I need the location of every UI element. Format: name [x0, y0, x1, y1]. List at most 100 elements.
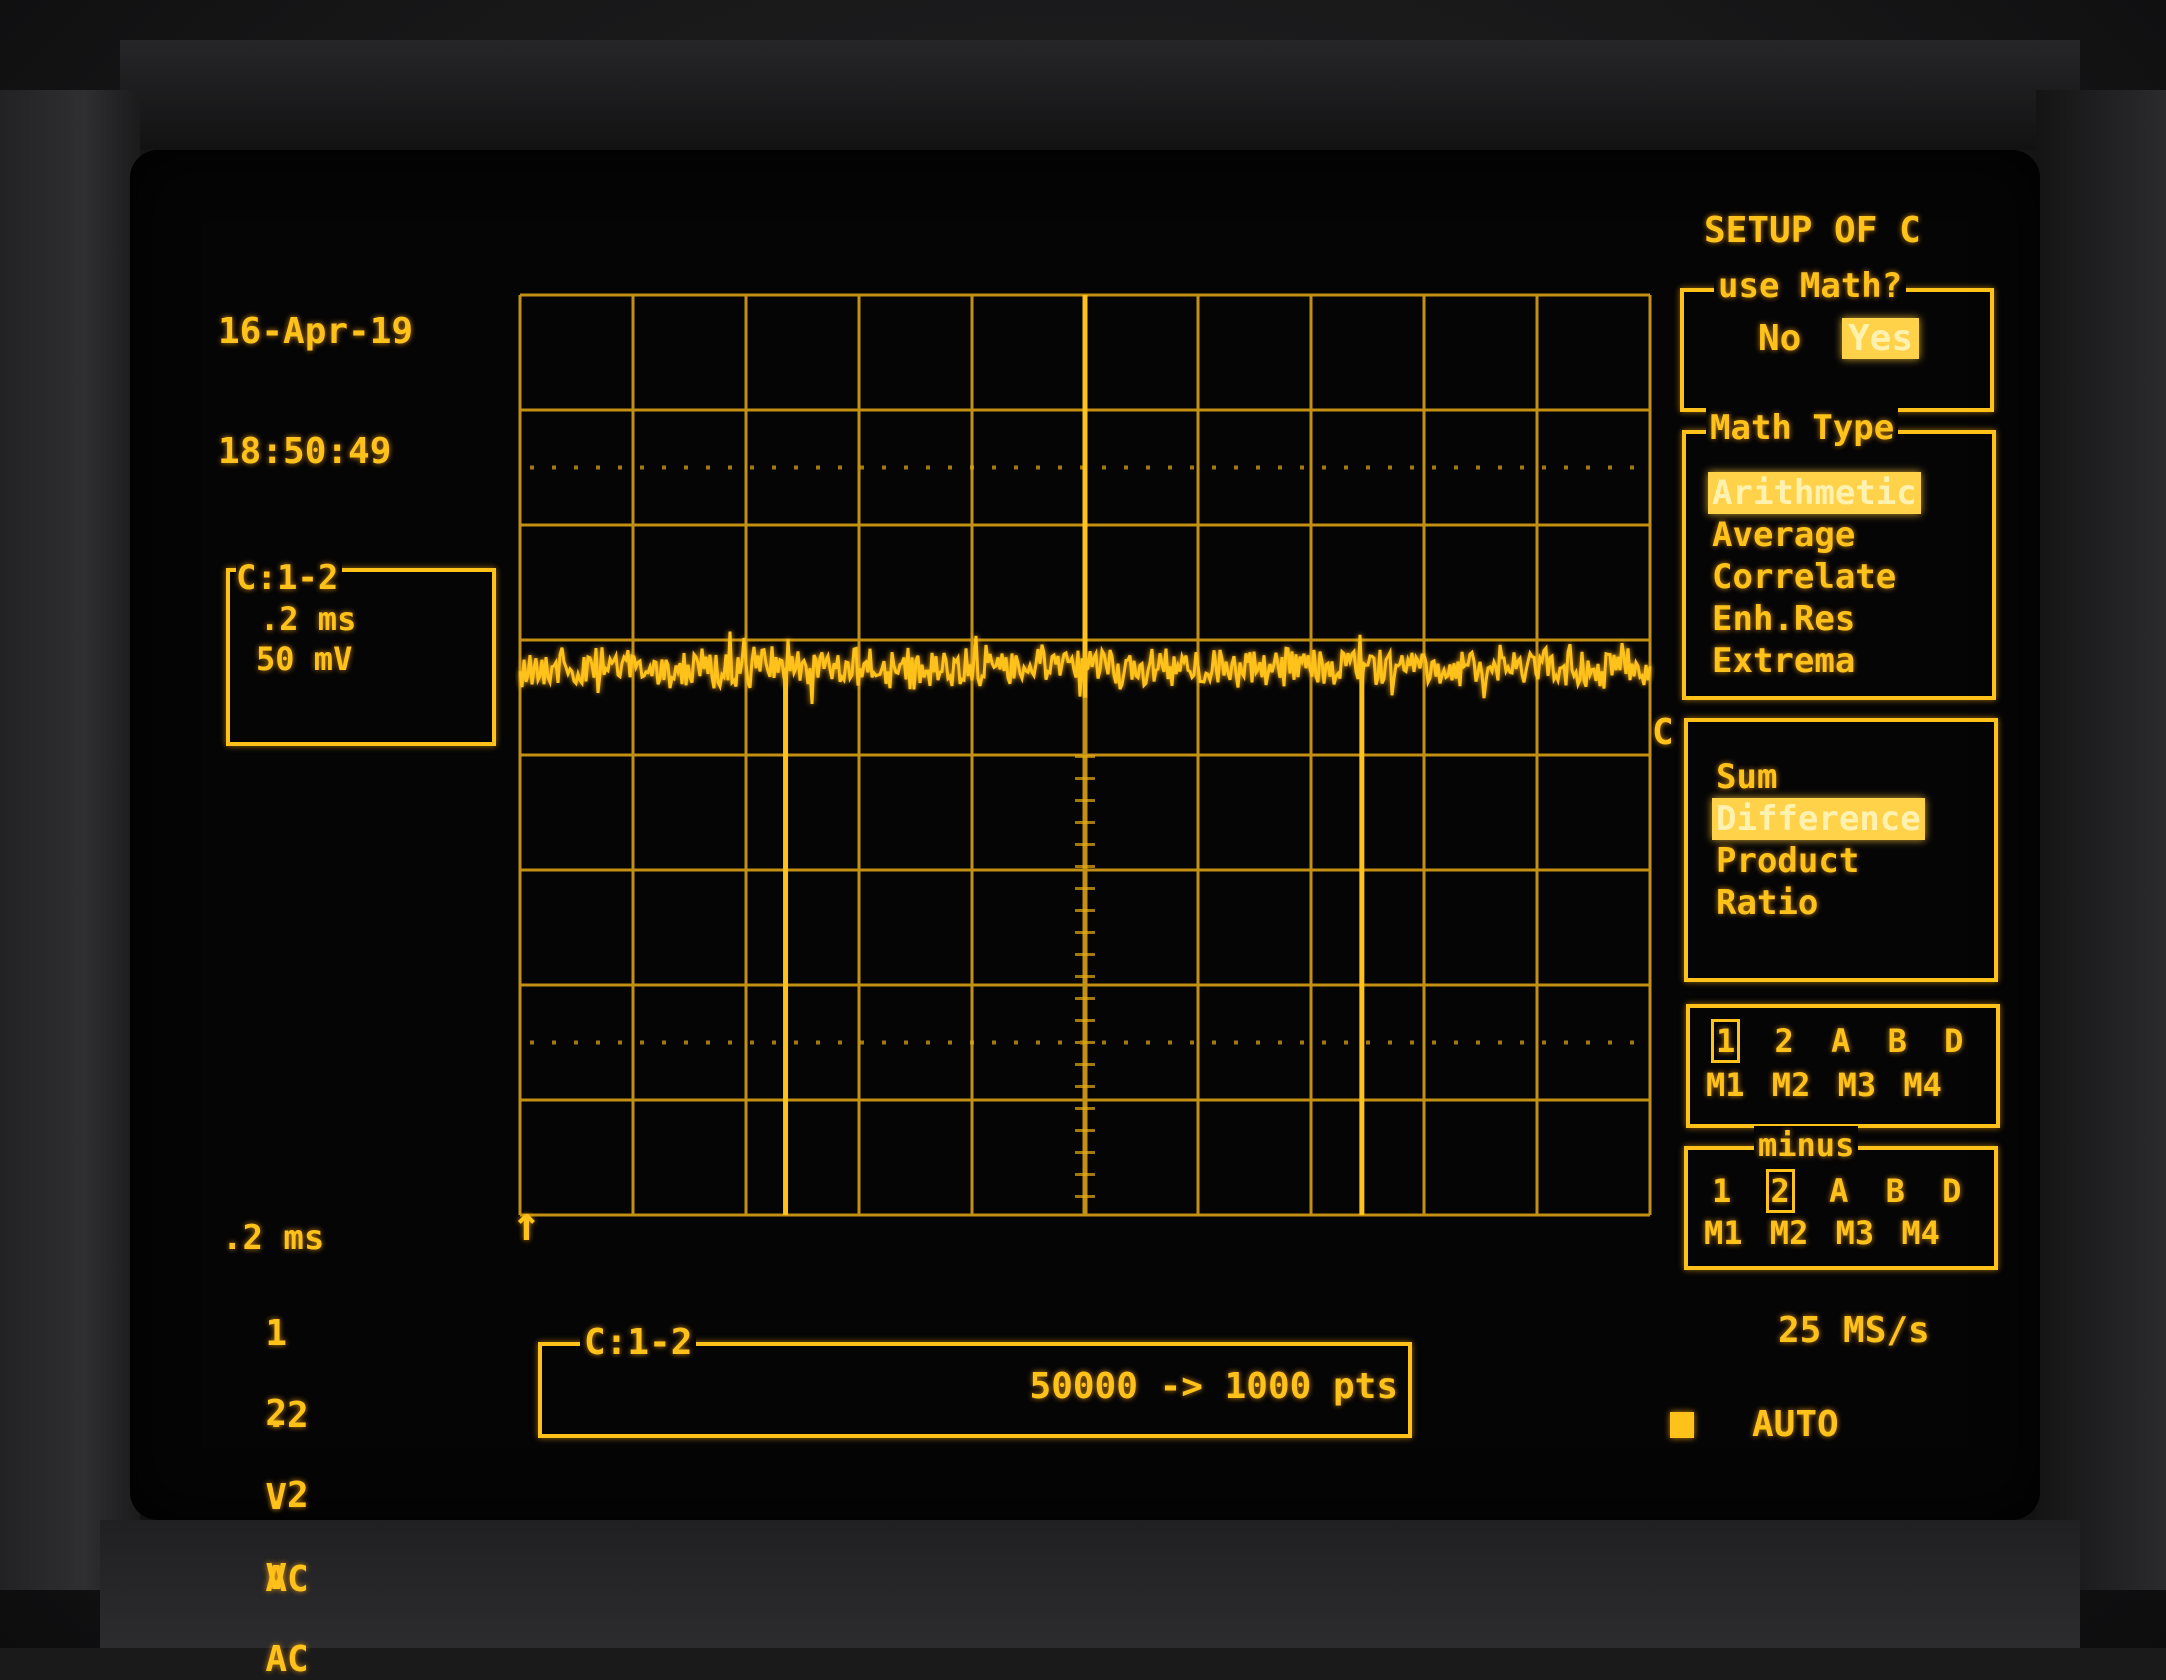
grid-dot — [1102, 465, 1106, 470]
trace-c-marker: C — [1652, 712, 1674, 753]
grid-dot — [1564, 465, 1568, 470]
grid-dot — [750, 1040, 754, 1045]
source1-opt-1[interactable]: 1 — [1710, 1019, 1741, 1063]
grid-dot — [794, 465, 798, 470]
acquisition-status-indicator — [1670, 1412, 1694, 1438]
timebase-setting: .2 ms — [222, 1218, 325, 1258]
grid-dot — [816, 1040, 820, 1045]
ch2-unit: V — [265, 1557, 288, 1598]
grid-dot — [596, 1040, 600, 1045]
source1-m4[interactable]: M4 — [1903, 1066, 1942, 1104]
minus-box[interactable]: minus 1 2 A B D M1 M2 M3 M4 — [1684, 1126, 1998, 1270]
grid-dot — [992, 465, 996, 470]
grid-dot — [1520, 1040, 1524, 1045]
grid-dot — [1542, 1040, 1546, 1045]
grid-dot — [948, 1040, 952, 1045]
grid-dot — [1542, 465, 1546, 470]
math-type-enh-res[interactable]: Enh.Res — [1712, 599, 1856, 639]
grid-dot — [948, 465, 952, 470]
grid-dot — [1146, 465, 1150, 470]
use-math-no[interactable]: No — [1758, 318, 1802, 359]
timestamp: 16-Apr-19 18:50:49 — [218, 232, 413, 512]
minus-opt-b[interactable]: B — [1885, 1172, 1905, 1210]
trace-processing-box[interactable]: C:1-2 50000 -> 1000 pts — [538, 1322, 1412, 1438]
center-tick — [1075, 821, 1095, 824]
ch1-volts: .2 — [265, 1395, 309, 1436]
operation-ratio[interactable]: Ratio — [1716, 883, 1819, 923]
grid-dot — [772, 465, 776, 470]
grid-dot — [838, 465, 842, 470]
ch1-unit: V — [265, 1477, 288, 1518]
grid-dot — [1454, 1040, 1458, 1045]
center-tick — [1075, 953, 1095, 956]
operation-sum[interactable]: Sum — [1716, 757, 1778, 797]
grid-dot — [640, 1040, 644, 1045]
minus-top-row: 1 2 A B D — [1712, 1169, 1962, 1213]
grid-dot — [904, 465, 908, 470]
operation-product[interactable]: Product — [1716, 841, 1860, 881]
grid-dot — [706, 465, 710, 470]
minus-m4[interactable]: M4 — [1901, 1214, 1940, 1252]
trigger-position-arrow: ↑ — [512, 1196, 541, 1252]
grid-dot — [728, 465, 732, 470]
grid-dot — [596, 465, 600, 470]
ch1-coupling: AC — [265, 1559, 309, 1600]
channel-c-info-box[interactable]: C:1-2 .2 ms 50 mV — [226, 558, 496, 746]
use-math-box[interactable]: use Math? No Yes — [1680, 266, 1994, 412]
center-tick — [1075, 1019, 1095, 1022]
grid-dot — [1432, 465, 1436, 470]
grid-dot — [552, 1040, 556, 1045]
operation-box[interactable]: Sum Difference Product Ratio — [1684, 718, 1998, 982]
minus-m1[interactable]: M1 — [1704, 1214, 1743, 1252]
use-math-legend: use Math? — [1714, 266, 1907, 306]
source1-opt-a[interactable]: A — [1831, 1022, 1851, 1060]
math-type-average[interactable]: Average — [1712, 515, 1856, 555]
source1-m1[interactable]: M1 — [1706, 1066, 1745, 1104]
minus-opt-d[interactable]: D — [1942, 1172, 1962, 1210]
grid-dot — [1278, 465, 1282, 470]
operation-difference[interactable]: Difference — [1712, 798, 1925, 840]
source1-opt-d[interactable]: D — [1944, 1022, 1964, 1060]
grid-dot — [1388, 465, 1392, 470]
grid-dot — [1344, 465, 1348, 470]
grid-dot — [1014, 465, 1018, 470]
center-tick — [1075, 1063, 1095, 1066]
source1-m2[interactable]: M2 — [1771, 1066, 1811, 1104]
grid-dot — [860, 465, 864, 470]
source1-m3[interactable]: M3 — [1837, 1066, 1877, 1104]
time-label: 18:50:49 — [218, 431, 392, 472]
center-tick — [1075, 1085, 1095, 1088]
grid-dot — [1498, 1040, 1502, 1045]
grid-dot — [1256, 465, 1260, 470]
source1-box[interactable]: 1 2 A B D M1 M2 M3 M4 — [1686, 1004, 2000, 1128]
grid-dot — [1498, 465, 1502, 470]
center-tick — [1075, 887, 1095, 890]
ch1-settings: 1 .2 V AC — [222, 1272, 309, 1600]
math-type-extrema[interactable]: Extrema — [1712, 641, 1856, 681]
math-type-box[interactable]: Math Type Arithmetic Average Correlate E… — [1682, 408, 1996, 700]
math-type-arithmetic[interactable]: Arithmetic — [1708, 472, 1921, 514]
grid-dot — [1102, 1040, 1106, 1045]
grid-dot — [1036, 1040, 1040, 1045]
grid-dot — [574, 465, 578, 470]
center-tick — [1075, 1195, 1095, 1198]
minus-m3[interactable]: M3 — [1835, 1214, 1875, 1252]
source1-opt-2[interactable]: 2 — [1774, 1022, 1794, 1060]
grid-dot — [1036, 465, 1040, 470]
math-type-list: Arithmetic Average Correlate Enh.Res Ext… — [1708, 472, 1921, 682]
minus-opt-a[interactable]: A — [1829, 1172, 1849, 1210]
grid-dot — [1124, 1040, 1128, 1045]
math-type-correlate[interactable]: Correlate — [1712, 557, 1897, 597]
grid-dot — [1058, 465, 1062, 470]
grid-dot — [1520, 465, 1524, 470]
use-math-yes[interactable]: Yes — [1842, 318, 1920, 359]
minus-opt-2[interactable]: 2 — [1765, 1169, 1795, 1213]
grid-dot — [1344, 1040, 1348, 1045]
grid-dot — [1630, 1040, 1634, 1045]
grid-dot — [970, 465, 974, 470]
grid-dot — [816, 465, 820, 470]
minus-m2[interactable]: M2 — [1769, 1214, 1809, 1252]
minus-opt-1[interactable]: 1 — [1712, 1172, 1732, 1210]
source1-opt-b[interactable]: B — [1887, 1022, 1907, 1060]
grid-dot — [1212, 465, 1216, 470]
